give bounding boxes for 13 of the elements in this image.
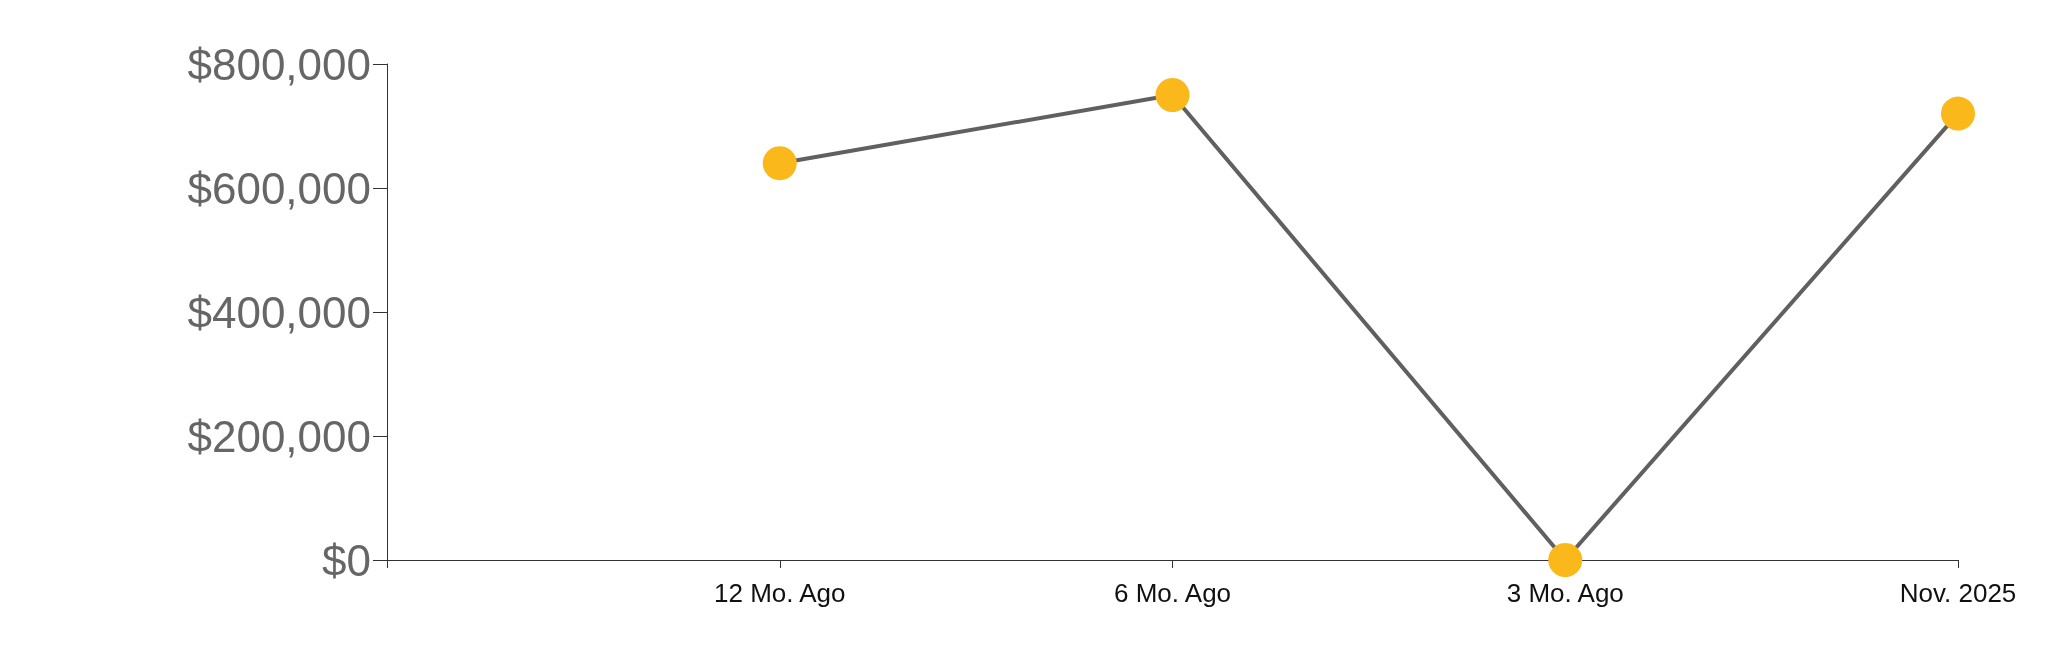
x-tick-label: 6 Mo. Ago — [1113, 578, 1232, 608]
y-tick-label: $200,000 — [187, 411, 371, 461]
point — [762, 146, 797, 181]
y-tick-label: $400,000 — [187, 287, 371, 337]
x-tick-label: 3 Mo. Ago — [1506, 578, 1624, 608]
point — [1548, 543, 1583, 577]
x-tick-label: 12 Mo. Ago — [713, 578, 846, 608]
point — [1155, 78, 1190, 112]
y-tick-label: $800,000 — [187, 39, 371, 89]
y-tick-label: $0 — [322, 535, 371, 585]
x-tick-label: Nov. 2025 — [1899, 578, 2017, 608]
point — [1941, 96, 1975, 131]
y-tick-label: $600,000 — [187, 163, 371, 213]
